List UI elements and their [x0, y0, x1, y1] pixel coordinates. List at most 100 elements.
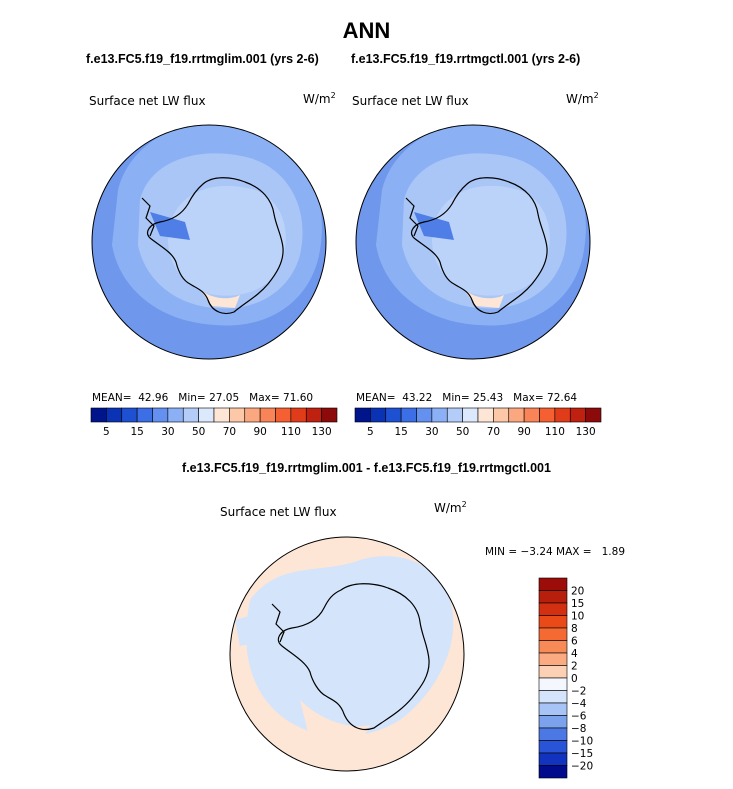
colorbar-right-swatch-0: [354, 407, 371, 423]
map-diff-neg-patch: [235, 612, 268, 646]
map-left-coastline: [147, 177, 284, 315]
colorbar-left-swatch-2: [121, 407, 138, 423]
colorbar-diff-tick-label: −4: [571, 698, 587, 710]
map-left-interior: [168, 185, 286, 296]
colorbar-left-swatch-9: [229, 407, 246, 423]
colorbar-left-tick-label: 30: [161, 426, 174, 438]
colorbar-right-swatch-8: [477, 407, 494, 423]
colorbar-diff-tick-label: 2: [571, 661, 578, 673]
map-right-warm-patch: [464, 290, 504, 308]
colorbar-left-swatch-8: [213, 407, 230, 423]
colorbar-left-swatch-6: [182, 407, 199, 423]
colorbar-right: 5 15 30 50 70 90 110 130: [354, 407, 602, 438]
colorbar-right-swatch-1: [370, 407, 387, 423]
colorbar-diff-swatch-15: [538, 765, 568, 779]
map-left-warm-patch: [200, 290, 240, 308]
colorbar-diff-tick-label: −15: [571, 748, 593, 760]
colorbar-left-swatch-15: [321, 407, 338, 423]
colorbar-left-swatch-4: [152, 407, 169, 423]
colorbar-diff-swatch-3: [538, 615, 568, 629]
colorbar-diff-tick-label: −6: [571, 711, 587, 723]
colorbar-diff-tick-label: 4: [571, 648, 578, 660]
panel-right-stats: MEAN= 43.22 Min= 25.43 Max= 72.64: [356, 392, 578, 404]
diff-variable: Surface net LW flux: [220, 505, 337, 519]
colorbar-left-swatch-5: [167, 407, 184, 423]
colorbar-right-tick-label: 15: [394, 426, 407, 438]
colorbar-left-tick-label: 70: [223, 426, 236, 438]
colorbar-diff-swatch-7: [538, 665, 568, 679]
colorbar-right-swatch-6: [446, 407, 463, 423]
diff-minmax: MIN = −3.24 MAX = 1.89: [485, 546, 626, 558]
map-right-coastline: [411, 177, 548, 315]
colorbar-right-tick-label: 5: [367, 426, 374, 438]
colorbar-diff-swatch-2: [538, 602, 568, 616]
colorbar-left-tick-label: 50: [192, 426, 205, 438]
colorbar-diff-tick-label: 8: [571, 623, 578, 635]
map-left-peninsula: [141, 197, 155, 237]
panel-left-units: W/m2: [303, 91, 336, 106]
colorbar-right-swatch-14: [569, 407, 586, 423]
colorbar-right-swatch-9: [493, 407, 510, 423]
colorbar-diff-swatch-9: [538, 690, 568, 704]
colorbar-diff-tick-label: 0: [571, 673, 578, 685]
colorbar-right-swatch-5: [431, 407, 448, 423]
map-right: [356, 125, 590, 359]
colorbar-right-tick-label: 130: [576, 426, 596, 438]
colorbar-left-swatch-12: [275, 407, 292, 423]
map-diff: [230, 537, 464, 771]
map-left-border: [91, 124, 327, 360]
colorbar-diff-tick-label: 6: [571, 636, 578, 648]
colorbar-left-swatch-7: [198, 407, 215, 423]
map-diff-neg-region: [246, 556, 454, 737]
colorbar-diff-swatch-0: [538, 577, 568, 591]
colorbar-right-swatch-13: [554, 407, 571, 423]
colorbar-diff-tick-label: 10: [571, 611, 584, 623]
map-left-low-patch: [150, 212, 190, 240]
colorbar-diff-tick-label: −8: [571, 723, 586, 735]
colorbar-diff-swatch-10: [538, 702, 568, 716]
colorbar-right-swatch-2: [385, 407, 402, 423]
colorbar-right-tick-label: 70: [487, 426, 500, 438]
diff-title: f.e13.FC5.f19_f19.rrtmglim.001 - f.e13.F…: [182, 461, 551, 475]
map-diff-pos-patch: [300, 700, 370, 745]
colorbar-right-swatch-11: [523, 407, 540, 423]
colorbar-diff-swatch-1: [538, 590, 568, 604]
map-diff-coastline: [277, 583, 430, 731]
colorbar-left-swatch-3: [136, 407, 153, 423]
panel-left-variable: Surface net LW flux: [89, 94, 206, 108]
colorbar-diff-tick-label: −10: [571, 736, 593, 748]
map-diff-peninsula: [271, 603, 285, 643]
colorbar-diff-tick-label: 15: [571, 598, 584, 610]
colorbar-diff-swatch-4: [538, 627, 568, 641]
colorbar-diff-swatch-12: [538, 727, 568, 741]
colorbar-right-tick-label: 30: [425, 426, 438, 438]
colorbar-right-swatch-3: [400, 407, 417, 423]
colorbar-diff-swatch-6: [538, 652, 568, 666]
map-left: [92, 125, 326, 359]
panel-left-stats: MEAN= 42.96 Min= 27.05 Max= 71.60: [92, 392, 314, 404]
map-right-low-patch: [414, 212, 454, 240]
map-diff-border: [229, 536, 465, 772]
colorbar-right-swatch-15: [585, 407, 602, 423]
colorbar-diff-tick-label: −20: [571, 761, 593, 773]
colorbar-right-tick-label: 90: [517, 426, 530, 438]
colorbar-diff-swatch-8: [538, 677, 568, 691]
colorbar-diff-tick-label: 20: [571, 586, 584, 598]
colorbar-left-tick-label: 90: [253, 426, 266, 438]
diff-units: W/m2: [434, 500, 467, 515]
colorbar-left: 5 15 30 50 70 90 110 130: [90, 407, 338, 438]
colorbar-left-tick-label: 15: [130, 426, 143, 438]
colorbar-diff-tick-label: −2: [571, 686, 586, 698]
colorbar-diff-swatch-13: [538, 740, 568, 754]
colorbar-left-swatch-10: [244, 407, 261, 423]
colorbar-left-tick-label: 110: [281, 426, 301, 438]
colorbar-right-tick-label: 110: [545, 426, 565, 438]
colorbar-right-swatch-10: [508, 407, 525, 423]
colorbar-left-swatch-14: [305, 407, 322, 423]
colorbar-left-tick-label: 5: [103, 426, 110, 438]
colorbar-left-swatch-1: [106, 407, 123, 423]
panel-right-variable: Surface net LW flux: [352, 94, 469, 108]
map-right-peninsula: [405, 197, 419, 237]
